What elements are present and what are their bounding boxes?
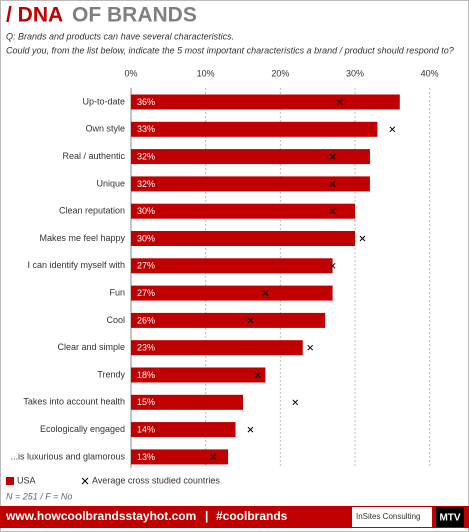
value-label: 30% xyxy=(137,206,155,216)
average-marker xyxy=(247,317,254,324)
x-tick-label: 30% xyxy=(346,68,364,78)
bar xyxy=(131,176,370,192)
x-tick-label: 40% xyxy=(421,68,439,78)
category-label: Own style xyxy=(85,124,125,134)
value-label: 14% xyxy=(137,424,155,434)
footer-band xyxy=(0,506,469,528)
category-label: Real / authentic xyxy=(62,151,125,161)
company-logo: InSites Consulting xyxy=(356,512,420,521)
bar xyxy=(131,340,303,356)
bar xyxy=(131,231,355,246)
value-label: 32% xyxy=(137,151,155,161)
legend-label: USA xyxy=(17,475,36,485)
legend-marker xyxy=(81,477,89,485)
category-label: Clear and simple xyxy=(57,342,125,352)
bar xyxy=(131,285,333,301)
x-tick-label: 20% xyxy=(271,68,289,78)
value-label: 23% xyxy=(137,343,155,353)
average-marker xyxy=(329,153,336,160)
value-label: 13% xyxy=(137,452,155,462)
category-label: ...is luxurious and glamorous xyxy=(10,451,125,461)
category-label: Makes me feel happy xyxy=(39,233,125,243)
value-label: 27% xyxy=(137,288,155,298)
value-label: 30% xyxy=(137,233,155,243)
average-marker xyxy=(389,126,396,133)
bar xyxy=(131,449,229,465)
value-label: 27% xyxy=(137,261,155,271)
mtv-logo-box xyxy=(436,507,464,527)
bar xyxy=(131,312,326,328)
average-marker xyxy=(307,344,314,351)
bar xyxy=(131,394,243,410)
bar xyxy=(131,94,400,110)
logo-box xyxy=(352,507,432,527)
footer-hashtag: #coolbrands xyxy=(216,509,288,523)
value-label: 15% xyxy=(137,397,155,407)
category-label: Fun xyxy=(109,287,125,297)
footer-url: www.howcoolbrandsstayhot.com xyxy=(5,509,196,523)
average-marker xyxy=(247,426,254,433)
average-marker xyxy=(329,262,336,269)
average-marker xyxy=(255,372,261,378)
value-label: 33% xyxy=(137,124,155,134)
average-marker xyxy=(262,290,269,296)
bar xyxy=(131,367,266,383)
average-marker xyxy=(337,99,343,105)
footnote: N = 251 / F = No xyxy=(6,491,72,501)
category-label: Cool xyxy=(106,315,125,325)
average-marker xyxy=(210,454,216,460)
subtitle: Q: Brands and products can have several … xyxy=(6,31,234,41)
mtv-logo: MTV xyxy=(439,513,460,524)
legend-label: Average cross studied countries xyxy=(92,475,220,485)
value-label: 26% xyxy=(137,315,155,325)
category-label: Trendy xyxy=(97,369,125,379)
bar xyxy=(131,258,333,274)
category-label: Ecologically engaged xyxy=(40,424,125,434)
chart-title-accent: / DNA xyxy=(6,4,63,27)
x-tick-label: 10% xyxy=(197,68,215,78)
average-marker xyxy=(329,208,336,215)
chart-title: OF BRANDS xyxy=(72,4,197,27)
legend-swatch xyxy=(6,477,14,485)
bar xyxy=(131,121,378,137)
category-label: Up-to-date xyxy=(82,96,125,106)
subtitle: Could you, from the list below, indicate… xyxy=(6,45,454,55)
average-marker xyxy=(292,399,299,406)
bar xyxy=(131,149,370,165)
footer-separator: | xyxy=(205,509,208,523)
category-label: Takes into account health xyxy=(23,397,125,407)
category-label: Unique xyxy=(96,178,125,188)
bar xyxy=(131,203,355,219)
average-marker xyxy=(359,235,366,242)
average-marker xyxy=(329,181,336,187)
value-label: 32% xyxy=(137,179,155,189)
category-label: I can identify myself with xyxy=(27,260,125,270)
value-label: 36% xyxy=(137,97,155,107)
value-label: 18% xyxy=(137,370,155,380)
category-label: Clean reputation xyxy=(59,206,125,216)
bar xyxy=(131,422,236,438)
x-tick-label: 0% xyxy=(124,68,137,78)
